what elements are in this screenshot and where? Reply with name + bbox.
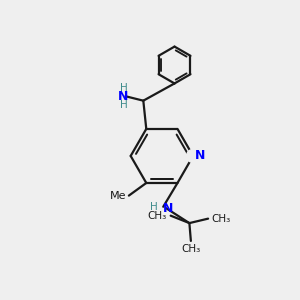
- Text: N: N: [195, 149, 205, 162]
- Text: CH₃: CH₃: [148, 211, 167, 221]
- Text: H: H: [150, 202, 158, 212]
- Text: CH₃: CH₃: [212, 214, 231, 224]
- Text: H: H: [119, 100, 127, 110]
- Text: Me: Me: [110, 190, 126, 201]
- Text: N: N: [163, 202, 173, 215]
- Text: N: N: [118, 90, 129, 103]
- Text: CH₃: CH₃: [181, 244, 200, 254]
- Circle shape: [187, 149, 200, 163]
- Text: H: H: [119, 83, 127, 93]
